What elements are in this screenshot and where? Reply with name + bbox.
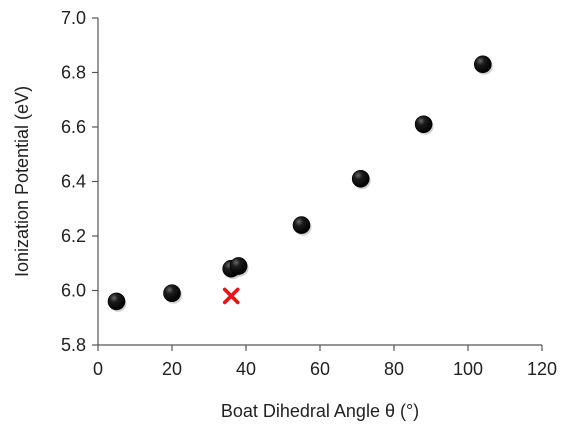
y-tick-label: 6.4	[61, 172, 86, 192]
data-point	[163, 284, 181, 303]
ticks: 0 20 40 60 80 100 120 5.8 6.0 6.2 6.4 6.6 6.8 7.0	[61, 8, 557, 379]
y-tick-label: 6.2	[61, 226, 86, 246]
y-tick-label: 6.8	[61, 63, 86, 83]
x-tick-label: 80	[384, 359, 404, 379]
data-point	[351, 169, 370, 188]
data-point	[292, 216, 311, 234]
y-tick-label: 5.8	[61, 335, 86, 355]
x-marker-stroke	[222, 287, 240, 305]
y-tick-label: 6.6	[61, 117, 86, 137]
data-point	[473, 55, 492, 74]
data-point	[107, 292, 126, 311]
data-point-x-marker	[222, 287, 240, 305]
y-tick-label: 6.0	[61, 281, 86, 301]
x-tick-label: 60	[310, 359, 330, 379]
x-tick-label: 120	[527, 359, 557, 379]
x-tick-label: 40	[236, 359, 256, 379]
x-tick-label: 100	[453, 359, 483, 379]
data-point	[229, 257, 248, 275]
x-tick-label: 0	[93, 359, 103, 379]
y-axis-title: Ionization Potential (eV)	[12, 86, 32, 277]
y-tick-label: 7.0	[61, 8, 86, 28]
x-tick-label: 20	[162, 359, 182, 379]
data-points	[107, 55, 493, 312]
data-point	[414, 115, 433, 134]
x-axis-title: Boat Dihedral Angle θ (°)	[221, 401, 419, 421]
